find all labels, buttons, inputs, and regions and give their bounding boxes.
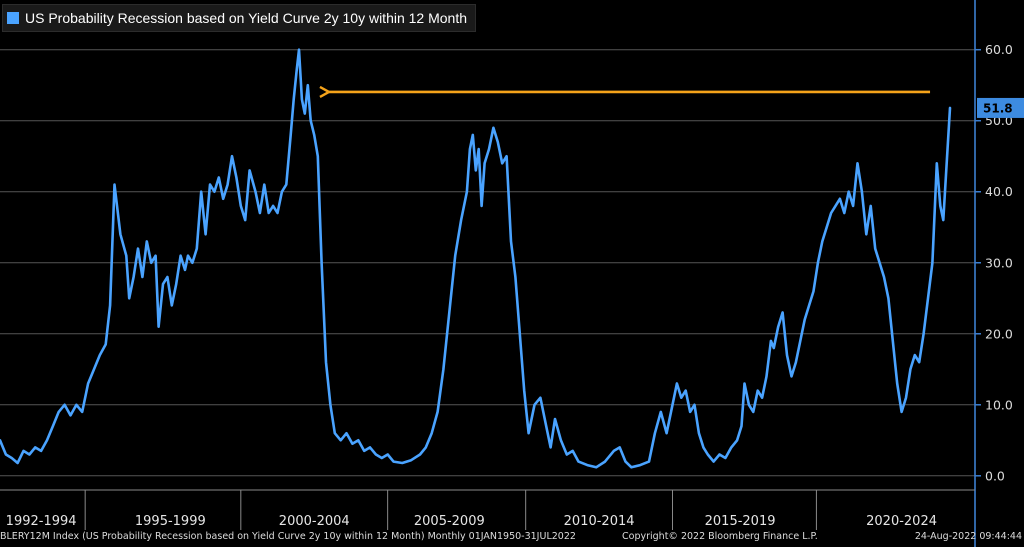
footer-index-description: BLERY12M Index (US Probability Recession…	[0, 531, 576, 542]
x-tick-label: 2005-2009	[414, 514, 485, 529]
x-tick-label: 1995-1999	[135, 514, 206, 529]
series-layer	[0, 48, 952, 469]
annotation-layer: 51.8	[329, 92, 1024, 118]
last-value-badge	[977, 97, 1024, 118]
legend-swatch	[7, 12, 19, 24]
y-tick-label: 30.0	[985, 255, 1013, 270]
recession-probability-line	[0, 48, 952, 469]
x-tick-label: 2000-2004	[279, 514, 350, 529]
y-tick-label: 40.0	[985, 184, 1013, 199]
footer-copyright: Copyright© 2022 Bloomberg Finance L.P.	[622, 531, 818, 542]
y-tick-label: 20.0	[985, 326, 1013, 341]
x-tick-label: 2020-2024	[866, 514, 937, 529]
chart-legend-title: US Probability Recession based on Yield …	[2, 4, 477, 32]
x-tick-label: 2010-2014	[564, 514, 635, 529]
last-value-label: 51.8	[983, 101, 1013, 115]
y-tick-label: 60.0	[985, 42, 1013, 57]
y-tick-label: 0.0	[985, 468, 1005, 483]
x-tick-label: 1992-1994	[6, 514, 77, 529]
chart-title: US Probability Recession based on Yield …	[25, 10, 468, 26]
footer-timestamp: 24-Aug-2022 09:44:44	[914, 531, 1022, 542]
gridlines	[0, 49, 975, 477]
y-tick-label: 10.0	[985, 397, 1013, 412]
x-tick-label: 2015-2019	[705, 514, 776, 529]
